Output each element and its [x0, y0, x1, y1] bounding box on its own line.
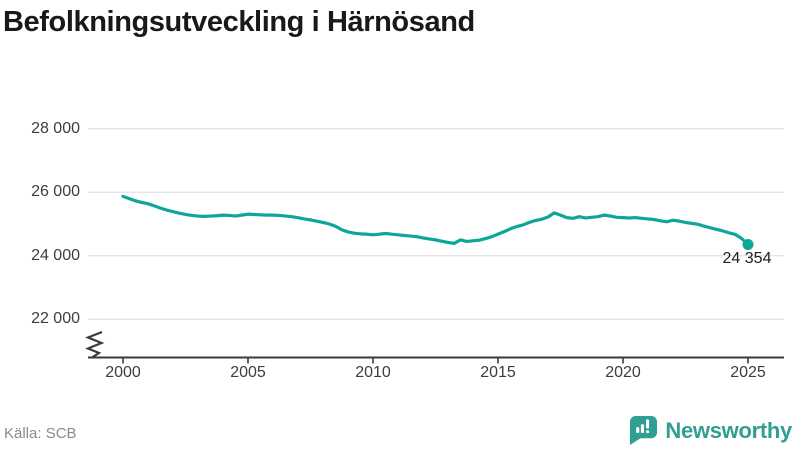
y-axis-tick-label: 24 000: [31, 246, 80, 264]
page-title: Befolkningsutveckling i Härnösand: [3, 6, 475, 38]
y-axis-tick-label: 26 000: [31, 183, 80, 201]
end-value-label: 24 354: [722, 250, 772, 267]
x-axis-tick-label: 2005: [230, 364, 266, 381]
x-axis-tick-label: 2020: [605, 364, 641, 381]
y-axis-tick-label: 28 000: [31, 119, 80, 137]
newsworthy-wordmark: Newsworthy: [665, 418, 792, 443]
axis-break-icon: [85, 330, 105, 359]
gridlines: [88, 128, 784, 320]
source-note: Källa: SCB: [4, 425, 77, 442]
x-axis-tick-marks: [122, 357, 749, 364]
population-series-line: [121, 194, 750, 247]
x-axis-tick-label: 2000: [105, 364, 141, 381]
x-axis-tick-label: 2010: [355, 364, 391, 381]
newsworthy-icon: [630, 416, 658, 445]
y-axis-tick-label: 22 000: [31, 310, 80, 328]
x-axis-tick-label: 2015: [480, 364, 516, 381]
x-axis-tick-label: 2025: [730, 364, 766, 381]
end-point-dot: [742, 239, 754, 251]
newsworthy-logo[interactable]: Newsworthy: [629, 415, 792, 446]
bar-chart-glyph: [636, 419, 650, 434]
